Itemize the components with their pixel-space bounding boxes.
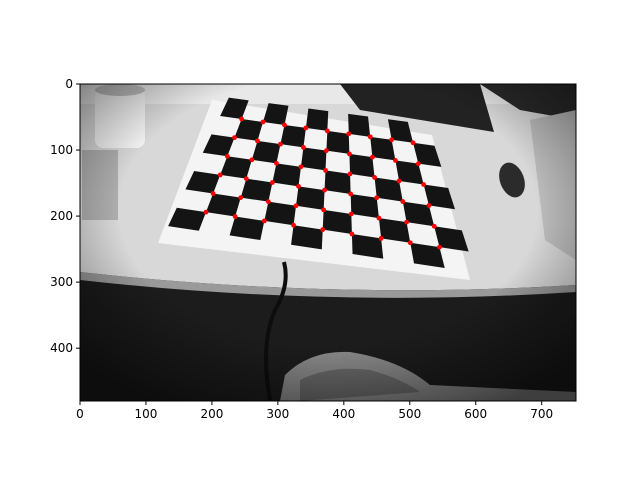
x-tick-label: 400	[332, 407, 355, 421]
x-tick-label: 500	[398, 407, 421, 421]
x-tick-label: 600	[464, 407, 487, 421]
vignette	[80, 84, 576, 401]
axes-frame	[79, 83, 577, 402]
y-tick-label: 0	[65, 77, 73, 91]
y-tick-label: 200	[50, 209, 73, 223]
y-tick-label: 400	[50, 341, 73, 355]
x-axis: 0 100 200 300 400 500 600 700	[76, 401, 553, 421]
y-axis: 0 100 200 300 400	[50, 77, 80, 355]
x-tick-label: 100	[135, 407, 158, 421]
photo	[80, 84, 576, 401]
x-tick-label: 700	[530, 407, 553, 421]
x-tick-label: 200	[200, 407, 223, 421]
y-tick-label: 300	[50, 275, 73, 289]
x-tick-label: 300	[266, 407, 289, 421]
y-tick-label: 100	[50, 143, 73, 157]
x-tick-label: 0	[76, 407, 84, 421]
